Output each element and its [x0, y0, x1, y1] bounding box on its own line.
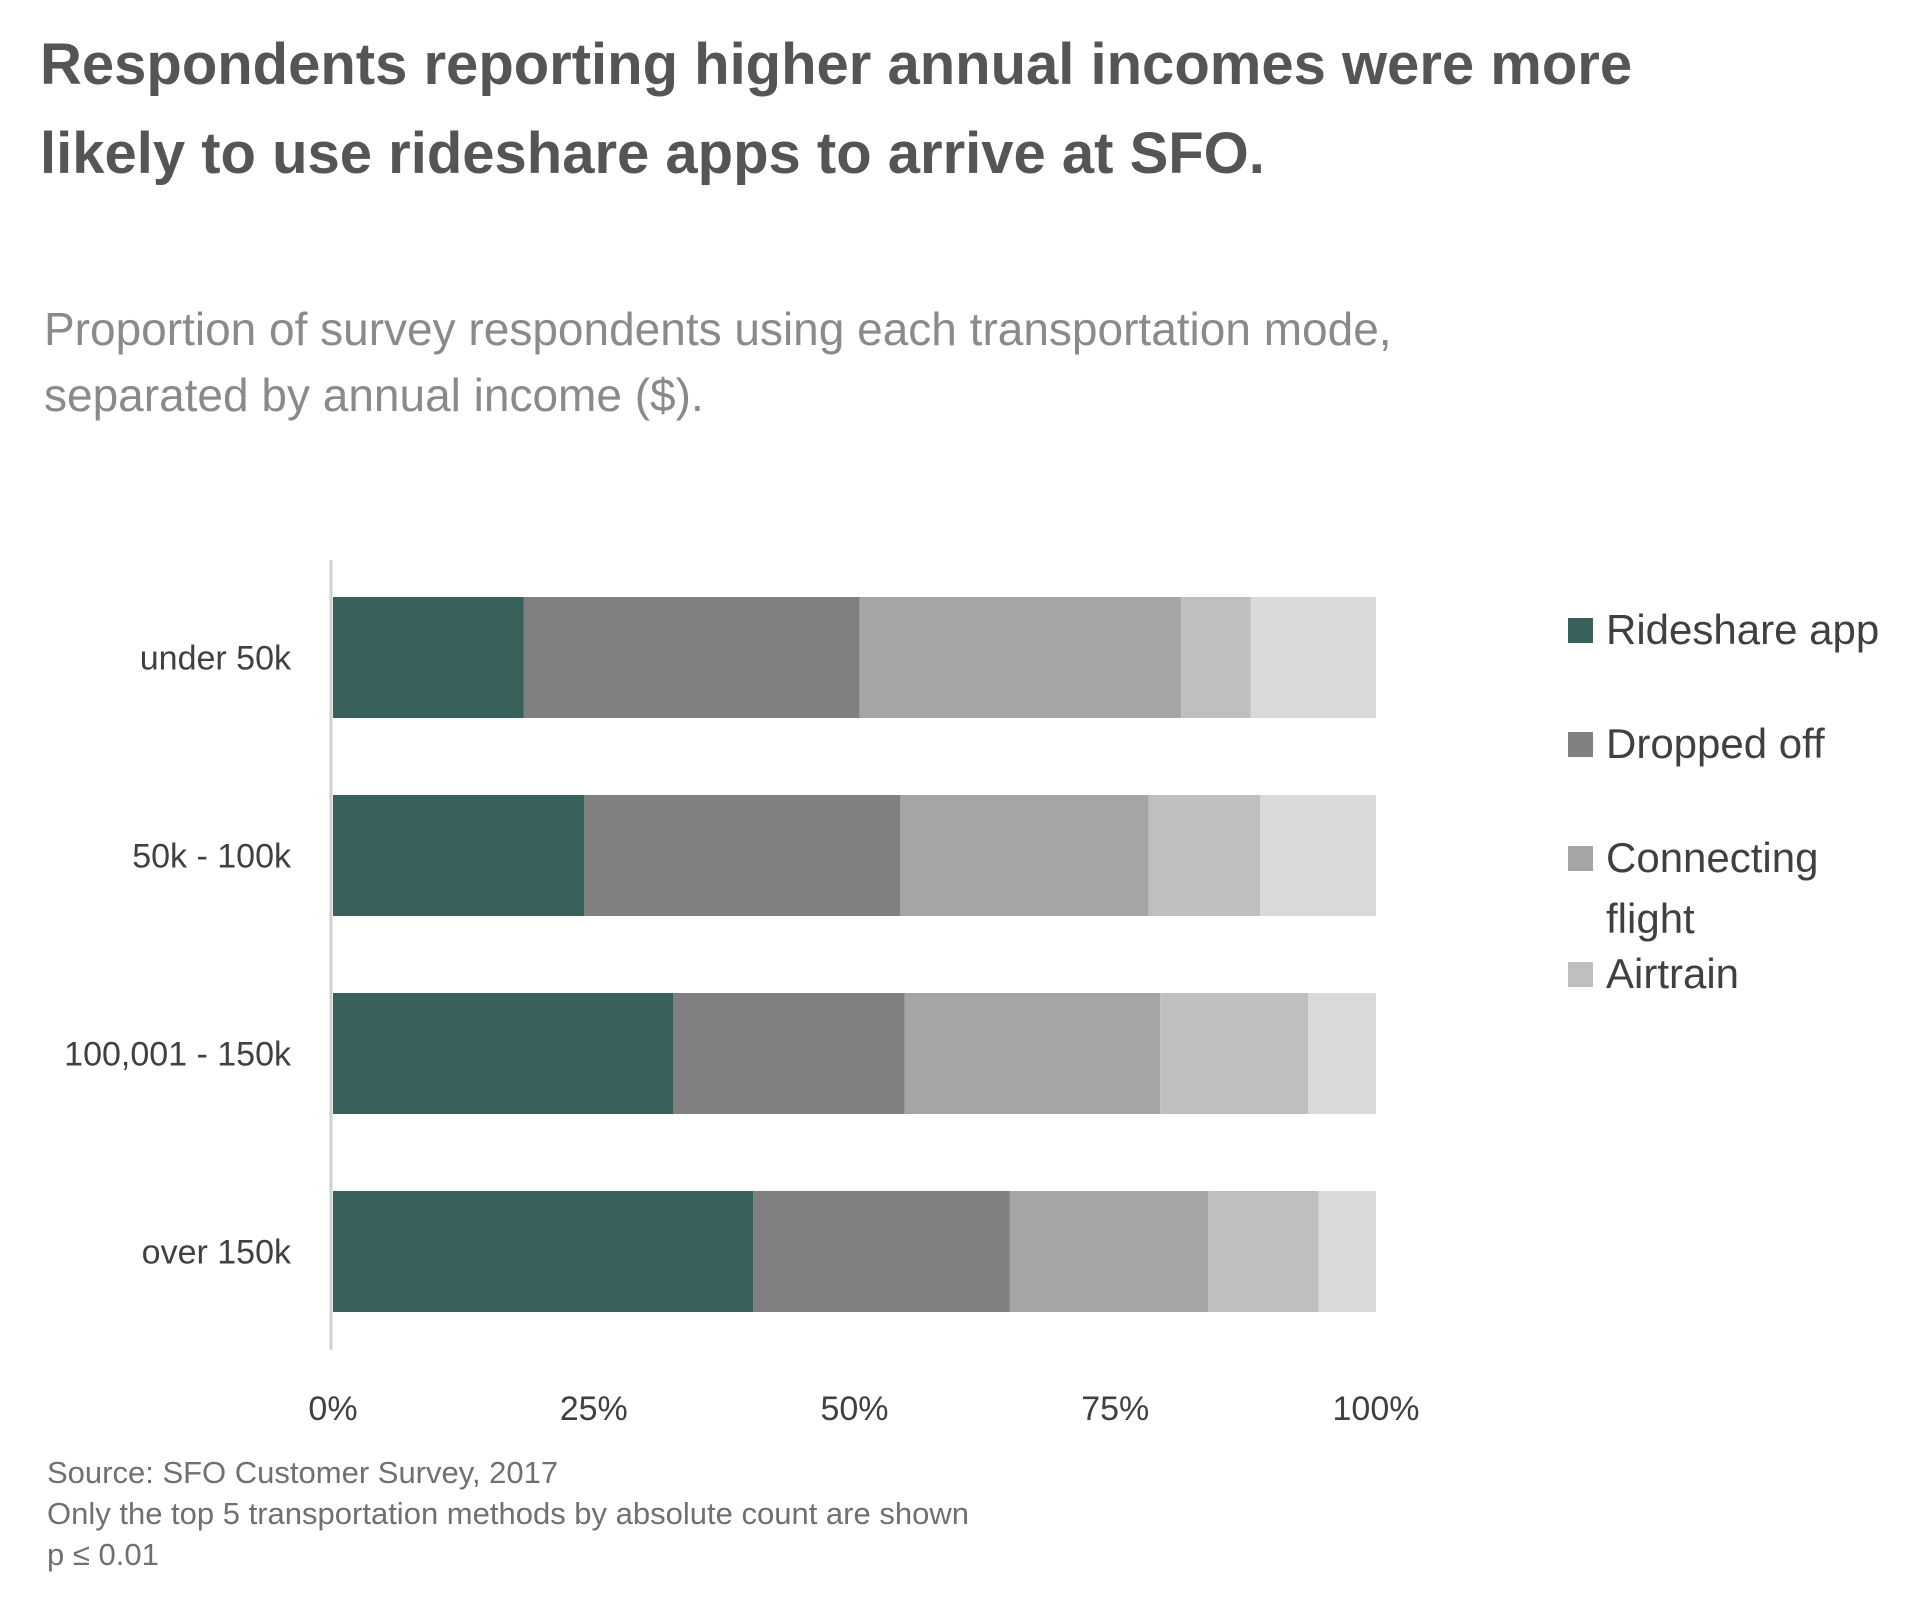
bar-segment [1180, 597, 1251, 718]
bar-segment [333, 1191, 754, 1312]
bar-segment [584, 795, 901, 916]
bar-segment [1148, 795, 1261, 916]
bar-segment [1260, 795, 1376, 916]
bar-segment [1250, 597, 1376, 718]
chart-title: Respondents reporting higher annual inco… [40, 32, 1633, 186]
x-tick-label: 75% [1081, 1390, 1149, 1428]
bar-segment [333, 597, 524, 718]
bar-segment [1009, 1191, 1209, 1312]
bar-segment [1308, 993, 1376, 1114]
bar-segment [904, 993, 1161, 1114]
x-tick-label: 100% [1333, 1390, 1420, 1428]
x-tick-label: 50% [820, 1390, 888, 1428]
bar-segment [523, 597, 860, 718]
bar-segment [900, 795, 1149, 916]
bar-segment [333, 795, 585, 916]
legend-label: Connecting flight [1606, 834, 1818, 942]
stacked-bar-chart: under 50k 50k - 100k 100,001 - 150k over 15… [64, 560, 1879, 1428]
legend-label: Airtrain [1606, 950, 1739, 997]
chart-subtitle: Proportion of survey respondents using e… [44, 303, 1392, 421]
x-tick-label: 25% [560, 1390, 628, 1428]
method-note: Only the top 5 transportation methods by… [47, 1496, 969, 1531]
bar-segment [1208, 1191, 1319, 1312]
category-label: 100,001 - 150k [64, 1036, 292, 1074]
significance-note: p ≤ 0.01 [47, 1537, 159, 1572]
legend: Rideshare app Dropped off Connecting flight… [1568, 606, 1879, 997]
legend-label: Dropped off [1606, 720, 1825, 767]
x-tick-labels: 0% 25% 50% 75% 100% [308, 1390, 1419, 1428]
category-label: under 50k [140, 640, 292, 678]
bar-segment [333, 993, 674, 1114]
category-labels: under 50k 50k - 100k 100,001 - 150k over 15… [64, 640, 292, 1272]
legend-swatch [1568, 846, 1593, 871]
category-label: 50k - 100k [132, 838, 292, 876]
bars-group [333, 597, 1376, 1312]
bar-segment [673, 993, 905, 1114]
bar-segment [859, 597, 1181, 718]
category-label: over 150k [142, 1234, 292, 1272]
bar-segment [753, 1191, 1010, 1312]
legend-swatch [1568, 618, 1593, 643]
bar-segment [1318, 1191, 1376, 1312]
legend-swatch [1568, 962, 1593, 987]
x-tick-label: 0% [308, 1390, 357, 1428]
legend-label: Rideshare app [1606, 606, 1879, 653]
legend-swatch [1568, 732, 1593, 757]
footnotes: Source: SFO Customer Survey, 2017 Only t… [47, 1452, 969, 1575]
source-note: Source: SFO Customer Survey, 2017 [47, 1455, 559, 1490]
bar-segment [1160, 993, 1309, 1114]
